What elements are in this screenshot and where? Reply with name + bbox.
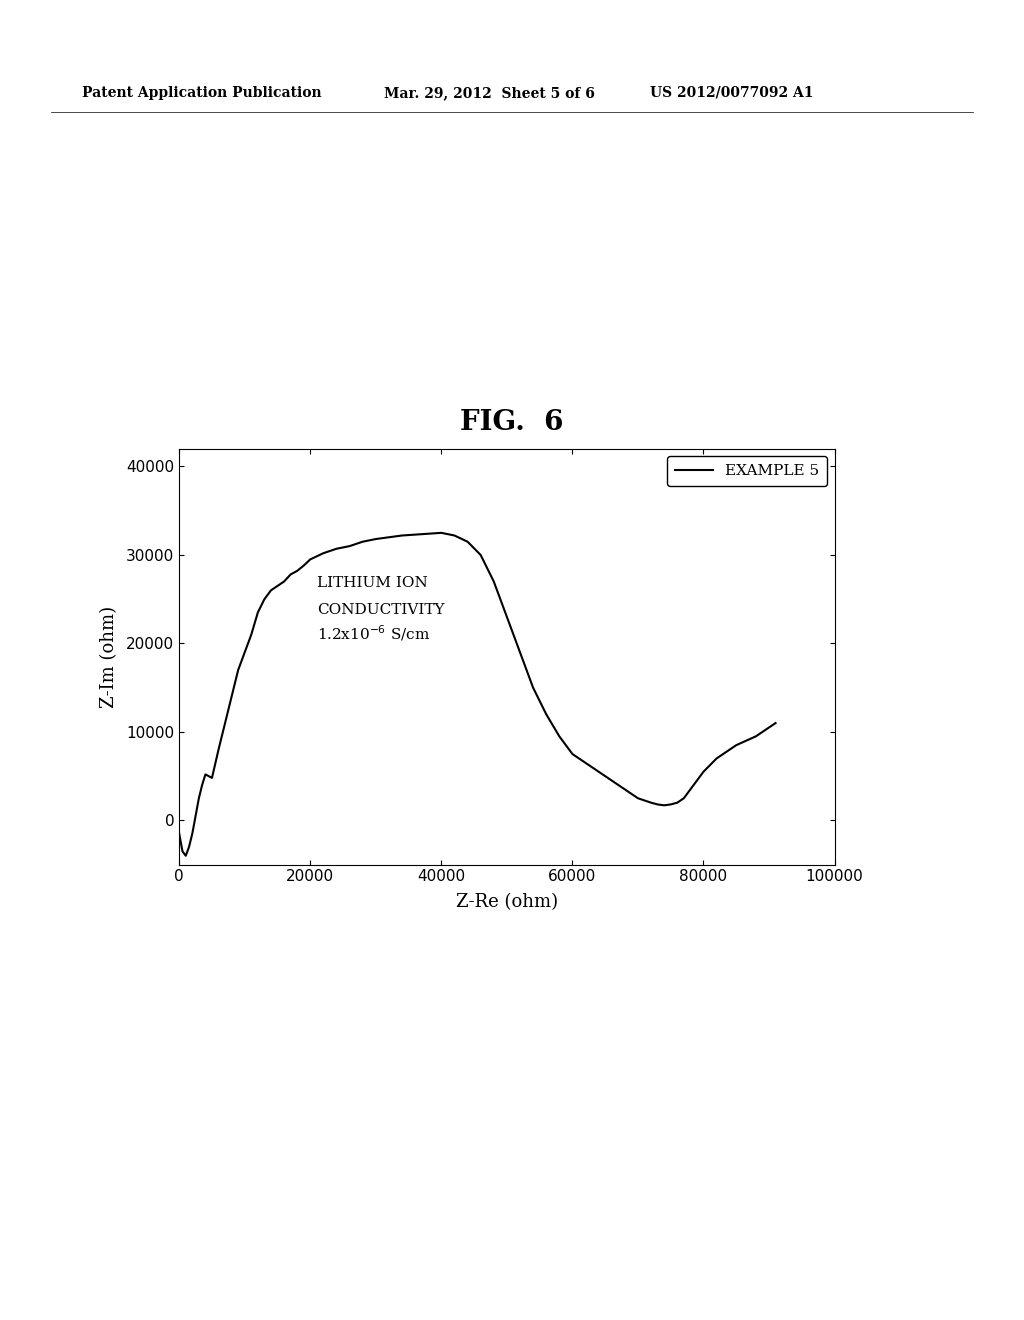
Text: FIG.  6: FIG. 6 (460, 409, 564, 436)
Text: Patent Application Publication: Patent Application Publication (82, 86, 322, 100)
Text: Mar. 29, 2012  Sheet 5 of 6: Mar. 29, 2012 Sheet 5 of 6 (384, 86, 595, 100)
Text: US 2012/0077092 A1: US 2012/0077092 A1 (650, 86, 814, 100)
Legend: EXAMPLE 5: EXAMPLE 5 (667, 457, 827, 486)
Text: 1.2x10$^{-6}$ S/cm: 1.2x10$^{-6}$ S/cm (316, 624, 430, 643)
Text: CONDUCTIVITY: CONDUCTIVITY (316, 603, 444, 616)
Y-axis label: Z-Im (ohm): Z-Im (ohm) (99, 606, 118, 708)
Text: LITHIUM ION: LITHIUM ION (316, 577, 428, 590)
X-axis label: Z-Re (ohm): Z-Re (ohm) (456, 892, 558, 911)
